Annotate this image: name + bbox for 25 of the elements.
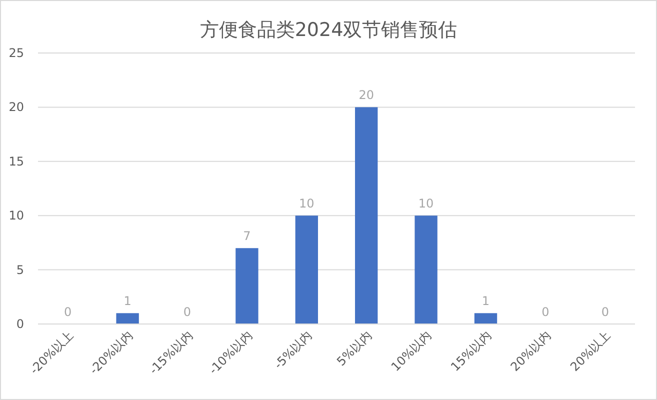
y-tick-label: 0 (16, 317, 24, 331)
data-label: 1 (124, 294, 132, 308)
x-tick-label: 5%以内 (334, 328, 374, 369)
bar (236, 248, 258, 324)
data-label: 20 (358, 88, 374, 102)
data-label: 0 (601, 305, 609, 319)
bar (355, 107, 378, 324)
data-label: 10 (299, 196, 314, 211)
data-label: 10 (418, 196, 434, 211)
bar (116, 313, 139, 324)
chart-title: 方便食品类2024双节销售预估 (200, 19, 458, 41)
data-label: 0 (183, 305, 192, 319)
y-tick-label: 20 (8, 100, 24, 114)
y-tick-label: 5 (16, 262, 24, 277)
y-tick-label: 25 (8, 46, 24, 60)
bar (414, 216, 438, 324)
bar (295, 216, 318, 324)
y-tick-label: 15 (8, 154, 24, 168)
data-label: 7 (243, 229, 251, 244)
data-label: 1 (482, 294, 490, 308)
y-tick-label: 10 (8, 208, 24, 223)
data-label: 0 (64, 305, 72, 319)
x-tick-label: -5%以内 (271, 328, 315, 372)
data-label: 0 (542, 305, 550, 319)
bar (474, 313, 498, 324)
